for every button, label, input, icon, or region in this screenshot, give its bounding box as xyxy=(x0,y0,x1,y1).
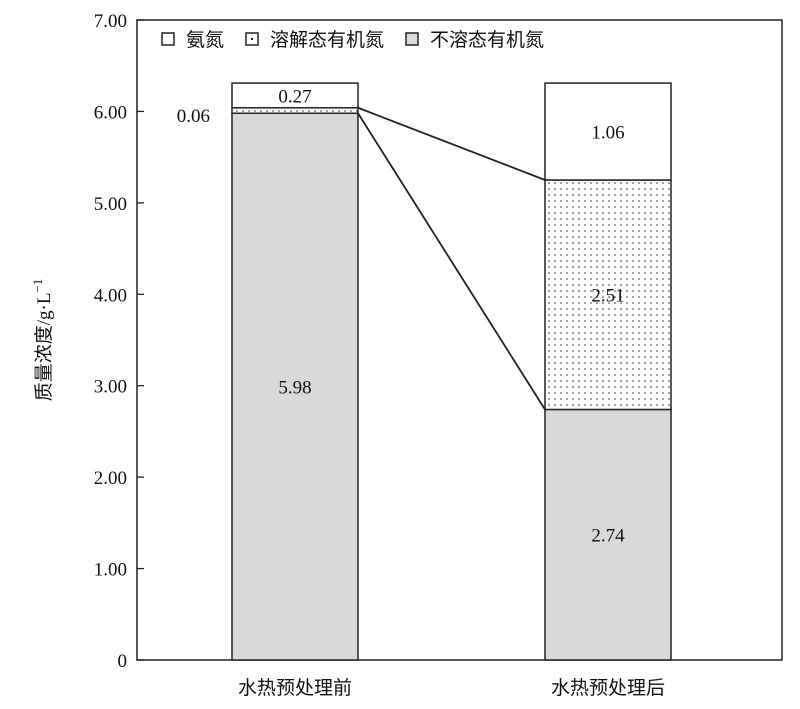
data-label: 1.06 xyxy=(591,123,624,144)
legend-swatch xyxy=(161,32,175,46)
y-tick-label: 6.00 xyxy=(94,102,127,123)
y-tick-label: 2.00 xyxy=(94,468,127,489)
legend-label: 氨氮 xyxy=(186,29,224,51)
y-tick-label: 4.00 xyxy=(94,285,127,306)
bar-segment xyxy=(231,82,359,109)
data-label: 5.98 xyxy=(278,378,311,399)
y-tick-label: 0 xyxy=(118,651,128,672)
data-label: 2.74 xyxy=(591,526,625,547)
bar-segment xyxy=(231,107,359,115)
y-tick-label: 5.00 xyxy=(94,194,127,215)
legend-swatch xyxy=(405,32,419,46)
data-label: 0.27 xyxy=(278,86,311,107)
x-tick-label: 水热预处理前 xyxy=(238,677,352,699)
data-label: 0.06 xyxy=(177,106,210,127)
data-label: 2.51 xyxy=(591,286,624,307)
bar-segment xyxy=(544,82,672,181)
y-tick-label: 7.00 xyxy=(94,11,127,32)
y-tick-label: 3.00 xyxy=(94,377,127,398)
legend-label: 不溶态有机氮 xyxy=(430,29,544,51)
connector-line xyxy=(357,106,546,181)
connector-line xyxy=(357,112,546,410)
plot-frame xyxy=(136,19,783,661)
legend-label: 溶解态有机氮 xyxy=(270,29,384,51)
x-tick-label: 水热预处理后 xyxy=(551,677,665,699)
legend-swatch-dot xyxy=(250,37,254,41)
bar-segment xyxy=(231,112,359,661)
y-axis-label: 质量浓度/g·L−1 xyxy=(30,279,55,402)
y-axis-label-superscript: −1 xyxy=(30,279,45,293)
y-tick-label: 1.00 xyxy=(94,560,127,581)
